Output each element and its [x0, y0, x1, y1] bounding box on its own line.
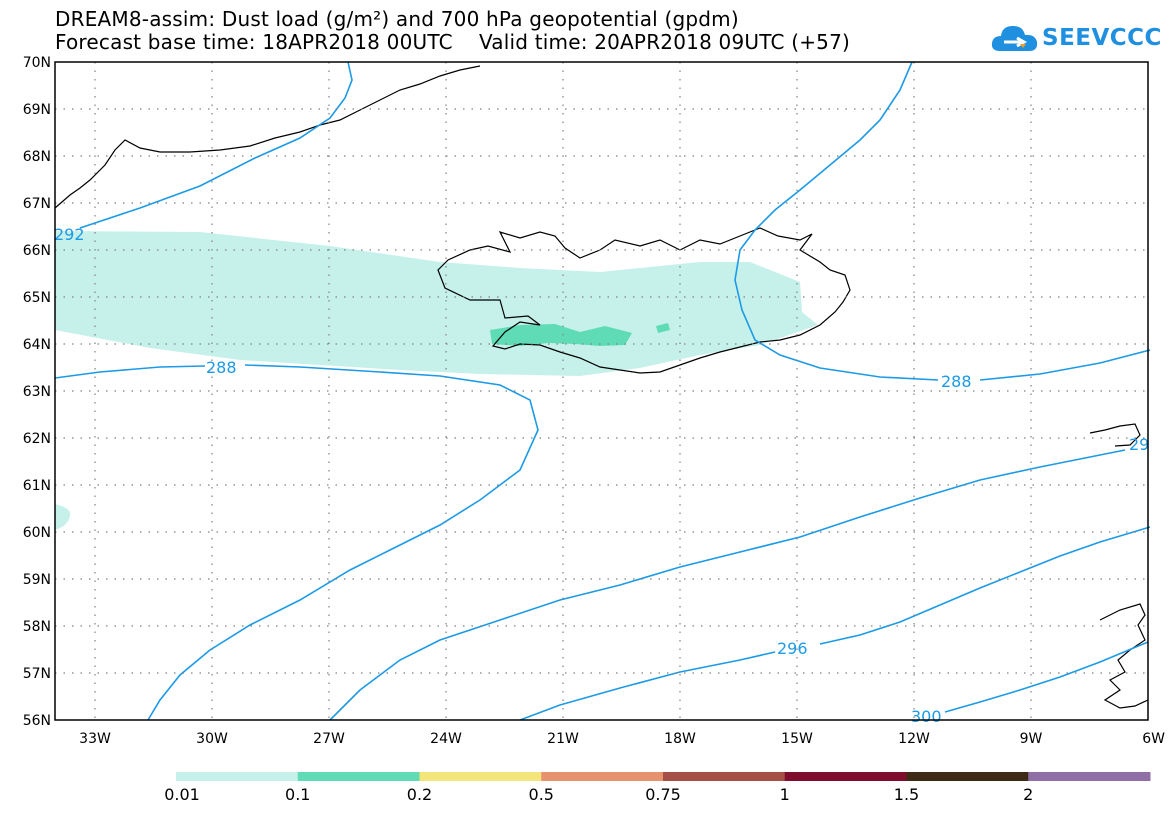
colorbar-label: 1 — [779, 785, 790, 804]
contour-label: 300 — [911, 707, 942, 726]
greenland-coast — [54, 65, 481, 209]
contour-288-east — [734, 61, 1151, 381]
contour-label: 288 — [941, 372, 972, 391]
scotland-coast — [1099, 603, 1149, 709]
iceland-coast — [437, 227, 851, 374]
colorbar-label: 0.75 — [645, 785, 681, 804]
colorbar-label: 0.5 — [528, 785, 554, 804]
latitude-label: 57N — [23, 666, 51, 682]
logo-text: SEEVCCC — [1042, 25, 1162, 51]
longitude-label: 27W — [313, 731, 345, 747]
latitude-labels: 70N 69N 68N 67N 66N 65N 64N 63N 62N 61N 60N 59N 58N 5… — [23, 55, 51, 729]
contour-label: 29 — [1129, 435, 1149, 454]
geopotential-contours — [54, 61, 1151, 721]
latitude-label: 63N — [23, 384, 51, 400]
dust-area-mid — [490, 324, 632, 346]
latitude-label: 60N — [23, 525, 51, 541]
colorbar-swatch — [1028, 772, 1151, 781]
colorbar-swatch — [176, 772, 299, 781]
latitude-label: 65N — [23, 290, 51, 306]
colorbar-swatch — [541, 772, 664, 781]
seevccc-logo: SEEVCCC — [990, 18, 1170, 58]
colorbar-label: 0.1 — [285, 785, 311, 804]
latitude-label: 64N — [23, 337, 51, 353]
latitude-label: 68N — [23, 149, 51, 165]
dust-area-low-west — [55, 504, 71, 530]
colorbar-label: 0.01 — [164, 785, 200, 804]
longitude-label: 21W — [547, 731, 579, 747]
longitude-label: 15W — [781, 731, 813, 747]
longitude-label: 18W — [664, 731, 696, 747]
longitude-label: 12W — [898, 731, 930, 747]
contour-label: 288 — [206, 358, 237, 377]
dust-area-mid-small — [656, 323, 670, 333]
cloud-icon — [991, 26, 1038, 51]
latitude-label: 56N — [23, 713, 51, 729]
contour-292-south — [329, 449, 1126, 721]
contour-label: 296 — [777, 639, 808, 658]
contour-label: 292 — [54, 225, 85, 244]
latitude-label: 59N — [23, 572, 51, 588]
coastlines — [54, 65, 1149, 709]
contour-label-group: 292 288 288 296 300 29 — [54, 225, 1149, 726]
contour-296 — [519, 526, 1151, 721]
contour-288-west — [54, 364, 539, 721]
longitude-label: 24W — [430, 731, 462, 747]
latitude-label: 66N — [23, 243, 51, 259]
graticule — [55, 62, 1148, 720]
colorbar — [176, 772, 1151, 781]
colorbar-swatch — [419, 772, 542, 781]
colorbar-swatch — [297, 772, 420, 781]
colorbar-label: 2 — [1023, 785, 1034, 804]
map-frame — [54, 61, 1149, 721]
colorbar-swatch — [663, 772, 786, 781]
colorbar-label: 1.5 — [893, 785, 920, 804]
longitude-labels: 33W 30W 27W 24W 21W 18W 15W 12W 9W 6W — [79, 731, 1165, 747]
latitude-label: 62N — [23, 431, 51, 447]
longitude-label: 6W — [1142, 731, 1165, 747]
longitude-label: 33W — [79, 731, 111, 747]
dust-area-low — [55, 231, 818, 376]
colorbar-swatch — [906, 772, 1029, 781]
latitude-label: 70N — [23, 55, 51, 71]
colorbar-label: 0.2 — [406, 785, 433, 804]
contour-300 — [944, 641, 1149, 713]
latitude-label: 58N — [23, 619, 51, 635]
colorbar-swatch — [784, 772, 907, 781]
longitude-label: 9W — [1020, 731, 1043, 747]
longitude-label: 30W — [196, 731, 228, 747]
contour-292 — [79, 61, 353, 229]
latitude-label: 61N — [23, 478, 51, 494]
latitude-label: 67N — [23, 196, 51, 212]
faroe-coast — [1089, 423, 1141, 447]
map-title: DREAM8-assim: Dust load (g/m²) and 700 h… — [55, 7, 739, 31]
dust-load-shading — [55, 231, 818, 530]
forecast-times: Forecast base time: 18APR2018 00UTC Vali… — [55, 30, 851, 54]
latitude-label: 69N — [23, 102, 51, 118]
